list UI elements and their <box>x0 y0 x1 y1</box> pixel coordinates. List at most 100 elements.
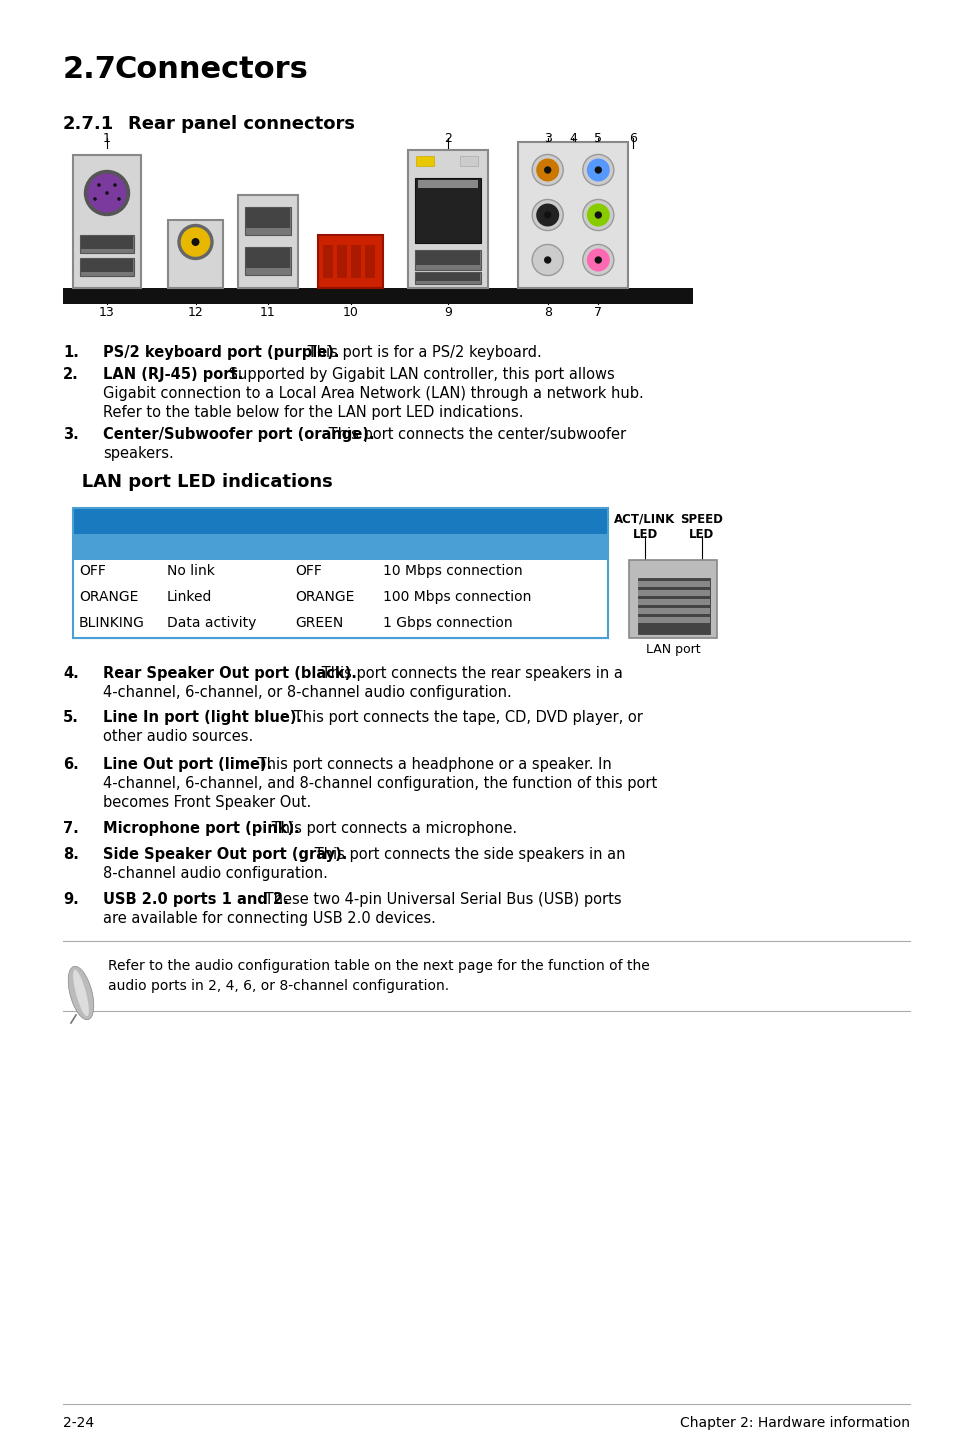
Text: 5.: 5. <box>63 710 79 725</box>
Bar <box>73 533 607 559</box>
Bar <box>638 600 709 605</box>
Circle shape <box>536 158 558 181</box>
Text: This port connects the rear speakers in a: This port connects the rear speakers in … <box>316 666 622 682</box>
Text: 4.: 4. <box>63 666 79 682</box>
Text: 4-channel, 6-channel, and 8-channel configuration, the function of this port: 4-channel, 6-channel, and 8-channel conf… <box>103 777 657 791</box>
Text: BLINKING: BLINKING <box>79 615 145 630</box>
Bar <box>415 250 480 270</box>
Text: 12: 12 <box>188 306 203 319</box>
Circle shape <box>582 244 613 276</box>
Text: 3: 3 <box>543 132 551 145</box>
Text: Linked: Linked <box>167 590 213 604</box>
Circle shape <box>586 204 609 227</box>
Text: 2.7: 2.7 <box>63 55 117 83</box>
Circle shape <box>594 211 601 219</box>
Text: LAN port LED indications: LAN port LED indications <box>63 473 333 490</box>
Circle shape <box>88 174 127 213</box>
Circle shape <box>178 224 213 259</box>
Bar <box>365 244 375 278</box>
Circle shape <box>543 167 551 174</box>
Text: This port is for a PS/2 keyboard.: This port is for a PS/2 keyboard. <box>303 345 541 360</box>
Text: Line In port (light blue).: Line In port (light blue). <box>103 710 302 725</box>
Circle shape <box>117 197 121 201</box>
Bar <box>73 508 607 533</box>
Text: OFF: OFF <box>79 564 106 578</box>
Circle shape <box>97 183 101 187</box>
Bar <box>73 587 607 613</box>
Circle shape <box>586 249 609 272</box>
Text: USB 2.0 ports 1 and 2.: USB 2.0 ports 1 and 2. <box>103 892 289 907</box>
Bar <box>351 244 360 278</box>
Bar <box>408 150 488 288</box>
Bar <box>73 613 607 638</box>
Ellipse shape <box>69 966 93 1020</box>
Bar <box>168 220 223 288</box>
Bar <box>245 207 291 234</box>
Text: Description: Description <box>167 538 262 554</box>
Text: Side Speaker Out port (gray).: Side Speaker Out port (gray). <box>103 847 347 861</box>
Text: Supported by Gigabit LAN controller, this port allows: Supported by Gigabit LAN controller, thi… <box>224 367 615 383</box>
Circle shape <box>532 244 562 276</box>
Text: LED: LED <box>632 528 657 541</box>
Text: This port connects the side speakers in an: This port connects the side speakers in … <box>310 847 625 861</box>
Circle shape <box>582 200 613 230</box>
Circle shape <box>582 154 613 186</box>
Text: ORANGE: ORANGE <box>294 590 354 604</box>
Bar <box>246 209 290 227</box>
Circle shape <box>192 239 199 246</box>
Text: Microphone port (pink).: Microphone port (pink). <box>103 821 299 835</box>
Circle shape <box>594 167 601 174</box>
Text: 13: 13 <box>99 306 114 319</box>
Text: OFF: OFF <box>294 564 321 578</box>
Text: 1.: 1. <box>63 345 79 360</box>
Circle shape <box>532 200 562 230</box>
Text: Description: Description <box>382 538 477 554</box>
Text: 4: 4 <box>569 132 577 145</box>
Bar <box>517 142 627 288</box>
Bar <box>81 236 132 249</box>
Bar <box>638 578 709 634</box>
Bar <box>80 257 133 276</box>
Text: SPEED: SPEED <box>679 513 722 526</box>
Text: LED: LED <box>689 528 714 541</box>
Bar <box>245 247 291 275</box>
Text: 100 Mbps connection: 100 Mbps connection <box>382 590 531 604</box>
Text: 2-24: 2-24 <box>63 1416 94 1429</box>
Text: audio ports in 2, 4, 6, or 8-channel configuration.: audio ports in 2, 4, 6, or 8-channel con… <box>108 979 449 994</box>
Text: Rear Speaker Out port (black).: Rear Speaker Out port (black). <box>103 666 356 682</box>
Text: 6: 6 <box>628 132 637 145</box>
Text: This port connects a microphone.: This port connects a microphone. <box>267 821 517 835</box>
Text: 7.: 7. <box>63 821 79 835</box>
Bar <box>415 272 480 283</box>
Text: are available for connecting USB 2.0 devices.: are available for connecting USB 2.0 dev… <box>103 912 436 926</box>
Bar <box>416 252 479 265</box>
Bar <box>416 273 479 282</box>
Text: Center/Subwoofer port (orange).: Center/Subwoofer port (orange). <box>103 427 375 441</box>
Circle shape <box>543 211 551 219</box>
Text: 3.: 3. <box>63 427 79 441</box>
Bar <box>416 155 434 165</box>
Ellipse shape <box>73 969 89 1017</box>
Circle shape <box>594 256 601 263</box>
Text: 9.: 9. <box>63 892 79 907</box>
Bar <box>237 196 297 288</box>
Text: Refer to the table below for the LAN port LED indications.: Refer to the table below for the LAN por… <box>103 406 523 420</box>
Bar <box>415 178 480 243</box>
Text: 8.: 8. <box>63 847 79 861</box>
Bar <box>63 288 692 303</box>
Bar <box>317 234 382 288</box>
Text: No link: No link <box>167 564 214 578</box>
Bar <box>73 559 607 587</box>
Text: 6.: 6. <box>63 756 79 772</box>
Text: Rear panel connectors: Rear panel connectors <box>128 115 355 132</box>
Circle shape <box>536 204 558 227</box>
Bar <box>638 581 709 587</box>
Bar <box>81 259 132 272</box>
Bar <box>73 155 141 288</box>
Circle shape <box>93 197 96 201</box>
Text: LAN (RJ-45) port.: LAN (RJ-45) port. <box>103 367 243 383</box>
Text: Status: Status <box>294 538 349 554</box>
Bar <box>417 180 477 188</box>
Bar <box>628 559 717 638</box>
Text: 4-channel, 6-channel, or 8-channel audio configuration.: 4-channel, 6-channel, or 8-channel audio… <box>103 684 511 700</box>
